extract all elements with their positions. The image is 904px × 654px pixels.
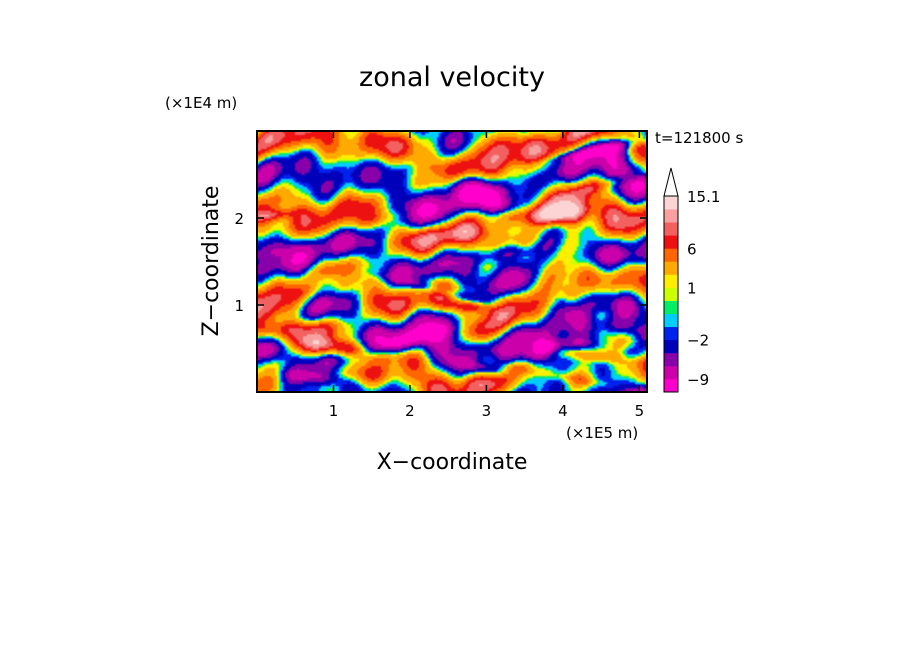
- time-label: t=121800 s: [655, 129, 743, 147]
- x-axis-unit-label: (×1E5 m): [566, 424, 638, 442]
- colorbar-swatch: [664, 378, 678, 393]
- colorbar-swatch: [664, 365, 678, 380]
- colorbar-tick-label: 6: [687, 240, 697, 258]
- x-axis-title: X−coordinate: [377, 450, 528, 475]
- colorbar-swatch: [664, 326, 678, 341]
- colorbar-swatch: [664, 352, 678, 367]
- colorbar-tick-label: −9: [687, 371, 709, 389]
- colorbar-swatch: [664, 235, 678, 249]
- velocity-contour-fill: [257, 131, 647, 392]
- colorbar: 15.1 6 1 −2 −9: [663, 167, 720, 393]
- colorbar-swatch: [664, 209, 678, 223]
- plot-frame: [256, 130, 648, 393]
- x-axis: 1 2 3 4 5: [329, 131, 644, 420]
- x-tick-label: 1: [329, 402, 339, 420]
- chart-title: zonal velocity: [359, 62, 545, 93]
- x-tick-label: 4: [558, 402, 568, 420]
- x-tick-label: 3: [482, 402, 492, 420]
- x-tick-label: 5: [635, 402, 645, 420]
- y-axis-title: Z−coordinate: [199, 186, 224, 337]
- colorbar-swatch: [664, 196, 678, 210]
- y-tick-label: 1: [234, 297, 244, 315]
- y-tick-label: 2: [234, 210, 244, 228]
- colorbar-tick-label: 15.1: [687, 188, 720, 206]
- colorbar-swatch: [664, 313, 678, 328]
- colorbar-tick-label: 1: [687, 279, 697, 297]
- colorbar-swatch: [664, 222, 678, 236]
- colorbar-swatch: [664, 261, 678, 275]
- y-axis-unit-label: (×1E4 m): [165, 94, 237, 112]
- y-axis: 12: [234, 210, 647, 315]
- colorbar-swatch: [664, 274, 678, 288]
- x-tick-label: 2: [405, 402, 415, 420]
- colorbar-swatch: [664, 248, 678, 262]
- colorbar-swatch: [664, 300, 678, 314]
- velocity-field: [257, 131, 647, 392]
- colorbar-extend-arrow: [663, 167, 679, 197]
- colorbar-swatch: [664, 287, 678, 301]
- colorbar-swatch: [664, 339, 678, 354]
- colorbar-tick-label: −2: [687, 332, 709, 350]
- colorbar-frame: [663, 195, 679, 393]
